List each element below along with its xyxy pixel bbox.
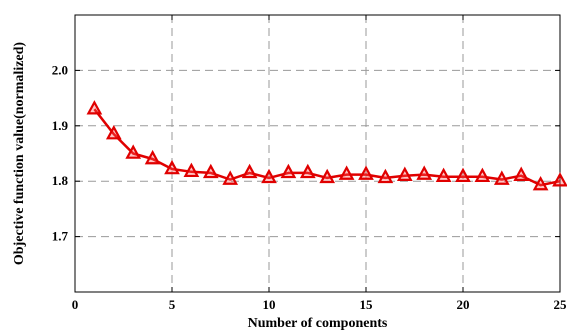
data-point-marker <box>86 100 103 115</box>
x-axis-label: Number of components <box>248 316 388 331</box>
data-point-marker <box>474 167 491 183</box>
axis-ticks <box>74 15 561 292</box>
data-point-marker <box>241 163 258 179</box>
data-point-marker <box>377 168 394 184</box>
data-point-marker <box>222 170 239 185</box>
data-point-marker <box>532 175 549 191</box>
y-tick-label: 1.7 <box>52 229 69 244</box>
data-point-marker <box>338 165 355 180</box>
data-point-marker <box>202 163 219 179</box>
data-point-marker <box>358 165 374 180</box>
x-tick-label: 10 <box>263 297 276 312</box>
data-point-marker <box>183 162 200 178</box>
y-tick-label: 1.8 <box>52 173 69 188</box>
data-point-marker <box>319 168 336 184</box>
data-point-marker <box>125 144 142 159</box>
x-tick-label: 15 <box>360 297 374 312</box>
x-tick-label: 0 <box>72 297 79 312</box>
x-tick-label: 5 <box>169 297 176 312</box>
y-axis-label: Objective function value(normalized) <box>12 42 27 266</box>
grid-lines <box>75 15 560 292</box>
data-point-marker <box>299 163 316 179</box>
data-point-marker <box>280 163 297 179</box>
data-point-marker <box>493 170 510 185</box>
data-point-marker <box>552 172 567 187</box>
x-tick-label: 20 <box>457 297 470 312</box>
data-point-marker <box>455 167 471 183</box>
series-line <box>93 108 561 187</box>
data-point-marker <box>261 168 277 184</box>
y-tick-label: 2.0 <box>52 62 68 77</box>
data-point-marker <box>144 149 161 165</box>
data-series <box>86 100 567 191</box>
data-point-marker <box>396 166 413 181</box>
y-tick-label: 1.9 <box>52 118 69 133</box>
x-tick-label: 25 <box>554 297 567 312</box>
data-point-marker <box>164 159 180 175</box>
y-tick-labels: 1.7 1.8 1.9 2.0 <box>52 62 69 243</box>
data-point-marker <box>513 166 530 181</box>
data-point-marker <box>416 165 433 180</box>
data-point-marker <box>105 124 122 140</box>
plot-frame <box>74 14 561 293</box>
data-point-marker <box>435 167 452 183</box>
x-tick-labels: 0 5 10 15 20 25 <box>72 297 567 312</box>
